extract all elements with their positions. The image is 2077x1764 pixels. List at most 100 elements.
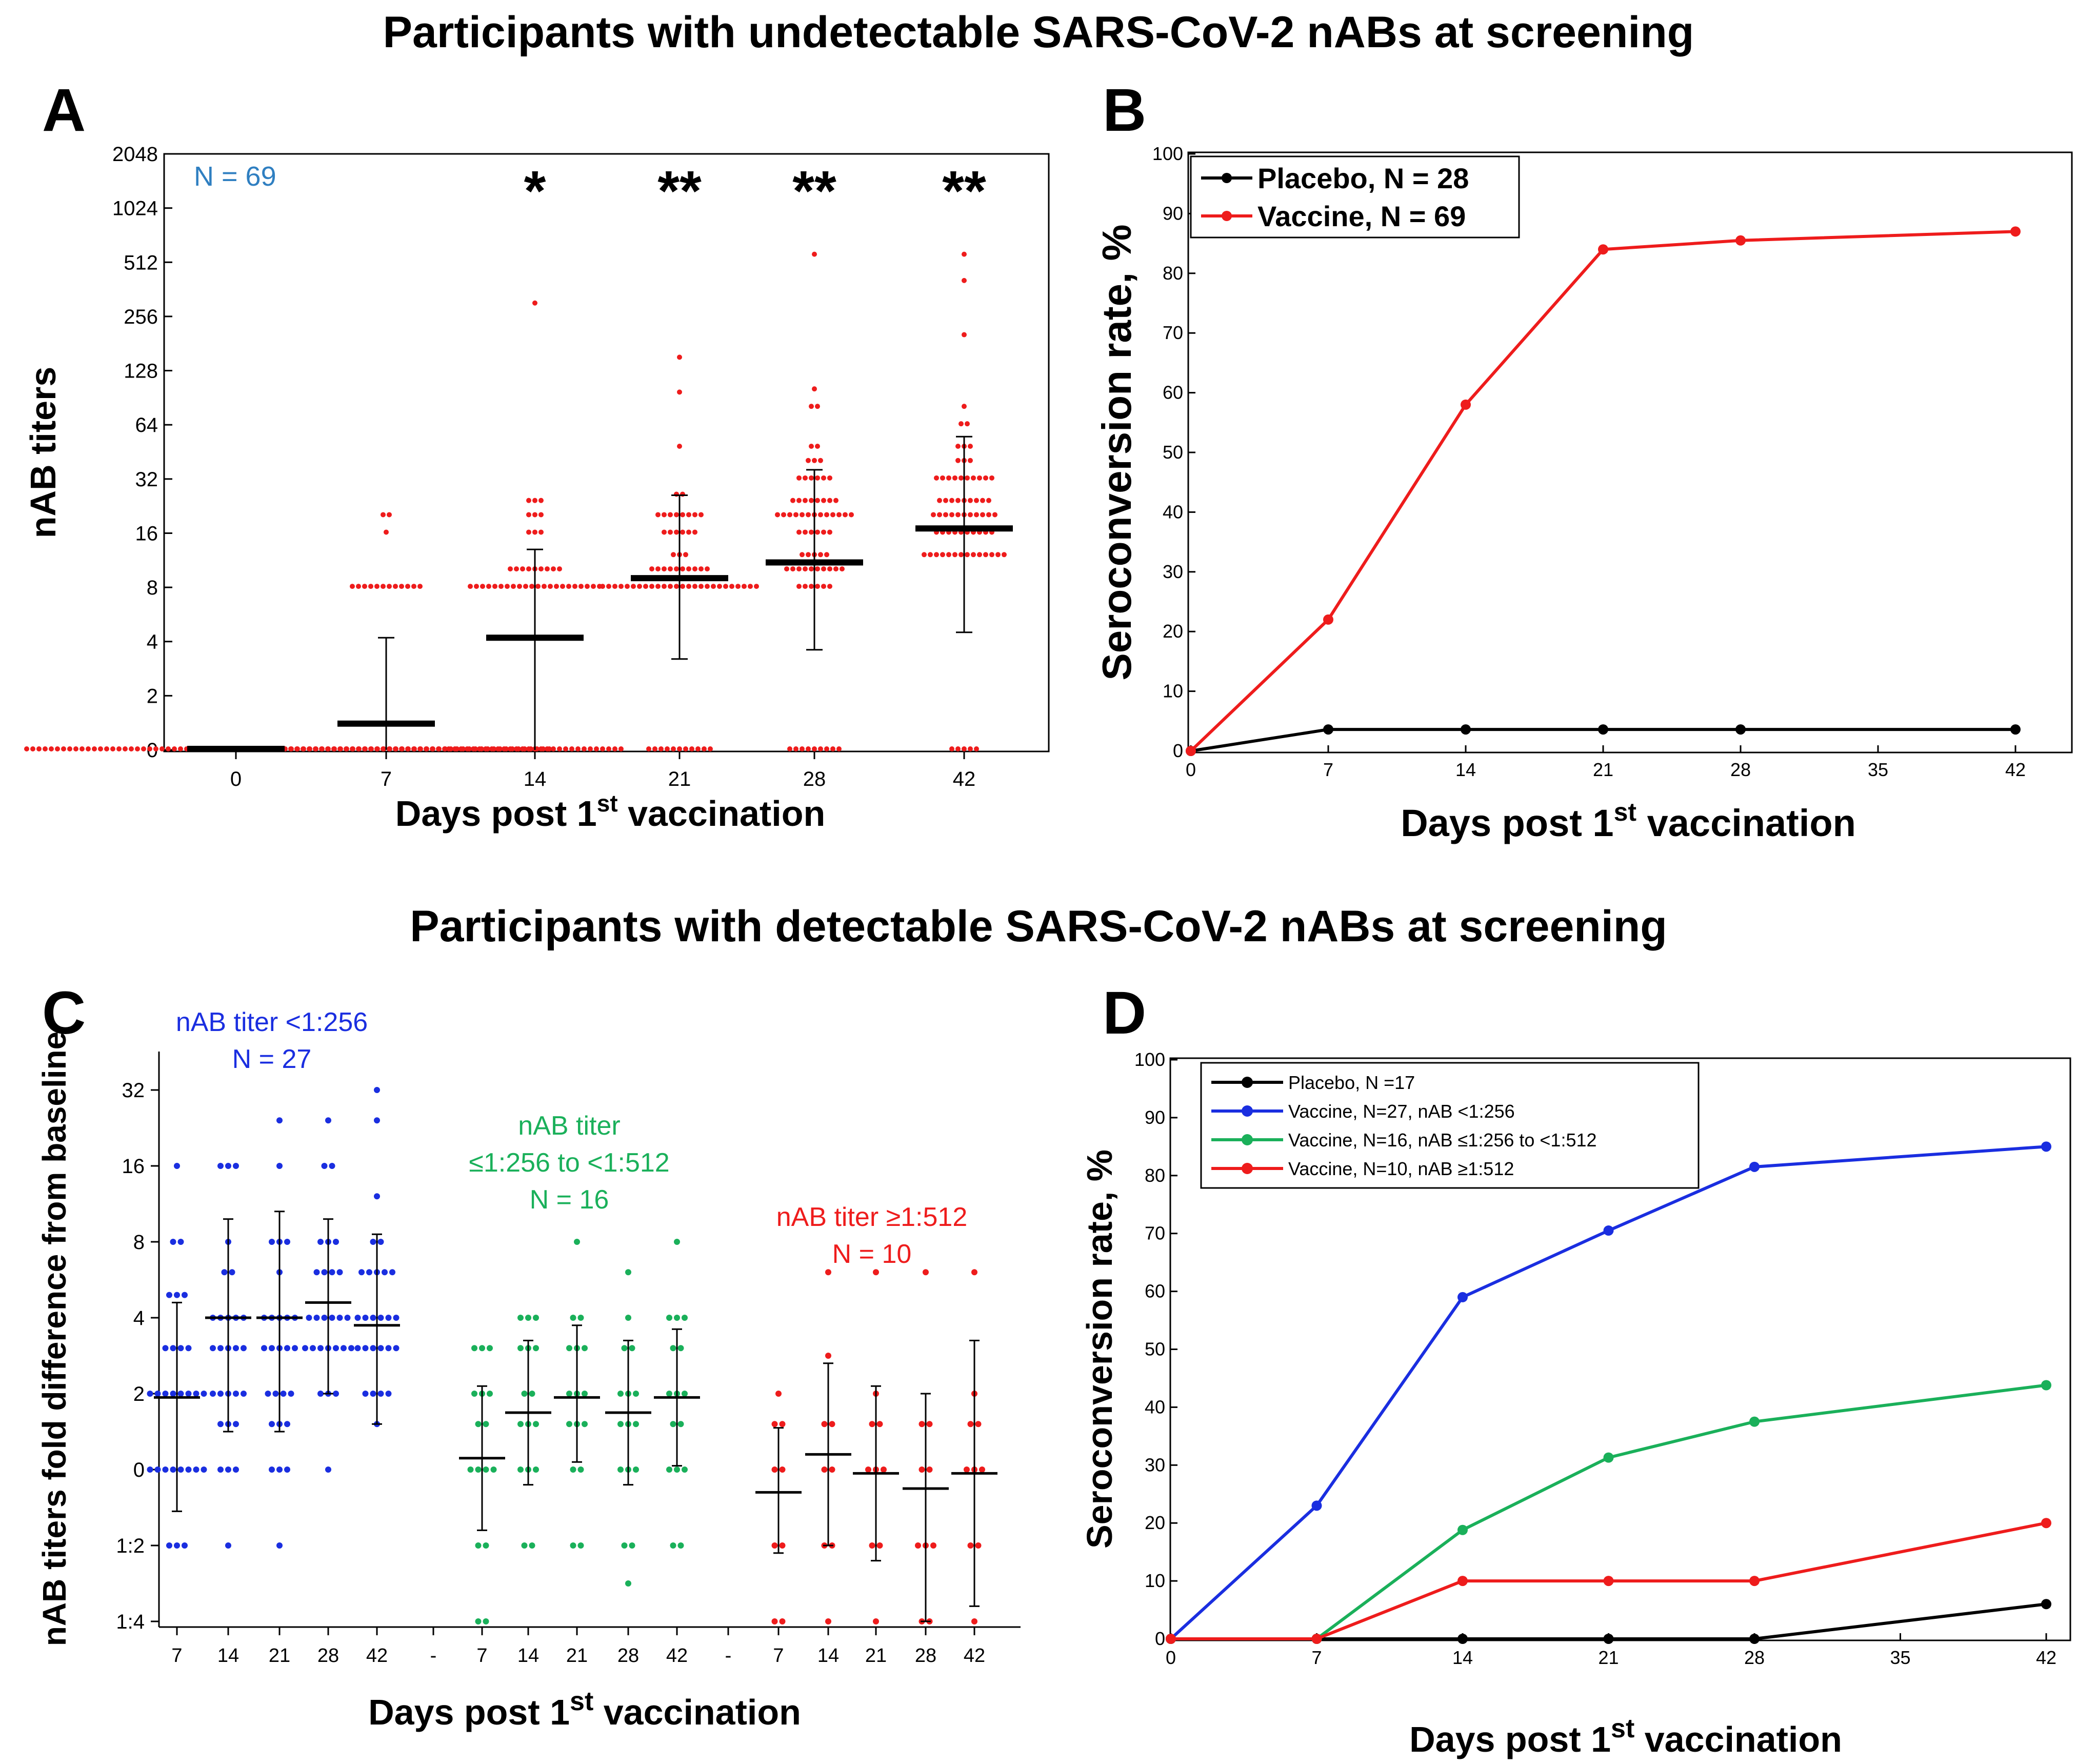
panel-a-data-point: [977, 552, 982, 558]
panel-c-data-point: [377, 1239, 384, 1245]
panel-c-data-point: [374, 1087, 380, 1093]
panel-a-data-point: [836, 512, 842, 518]
panel-c-data-point: [873, 1269, 879, 1276]
panel-b-x-tick-label: 7: [1323, 759, 1333, 780]
panel-b-series-marker: [1186, 746, 1196, 756]
panel-c-data-point: [170, 1466, 176, 1473]
panel-c-data-point: [362, 1391, 369, 1397]
panel-c-x-tick-label: 42: [366, 1645, 388, 1667]
panel-a-data-point: [800, 746, 805, 751]
panel-c-data-point: [201, 1466, 207, 1473]
panel-a-data-point: [458, 746, 464, 751]
panel-c-y-tick-label: 2: [133, 1383, 145, 1405]
panel-c-data-point: [825, 1618, 831, 1624]
panel-a: 0 2 4 8 16 32 64 128 256 512 1024 2048 0 7 14 21 28 42 *…: [23, 143, 1050, 834]
panel-b-y-tick-label: 20: [1163, 621, 1183, 642]
panel-c-data-point: [229, 1269, 235, 1276]
panel-a-data-point: [962, 746, 967, 751]
panel-d-series-marker: [1749, 1161, 1760, 1172]
panel-a-data-point: [658, 746, 664, 751]
panel-a-data-point: [702, 746, 707, 751]
panel-a-data-point: [538, 498, 544, 503]
panel-a-data-point: [934, 475, 939, 481]
panel-a-data-point: [655, 512, 661, 518]
panel-a-x-tick-label: 0: [230, 768, 242, 790]
panel-c-data-point: [677, 1345, 684, 1352]
panel-a-x-axis: 0 7 14 21 28 42: [230, 751, 975, 790]
panel-b-x-tick-label: 28: [1730, 759, 1751, 780]
panel-b-y-tick-label: 50: [1163, 442, 1183, 463]
panel-b-series-marker: [2010, 724, 2021, 735]
panel-a-data-point: [840, 566, 845, 572]
panel-c-y-tick-label: 4: [133, 1307, 145, 1330]
panel-c-data-point: [284, 1239, 290, 1245]
panel-c-data-point: [174, 1292, 180, 1298]
panel-a-y-tick-label: 128: [124, 360, 158, 383]
panel-c-data-point: [617, 1391, 624, 1397]
panel-c-data-point: [490, 1466, 497, 1473]
panel-a-data-point: [974, 498, 979, 503]
panel-c-data-point: [389, 1269, 395, 1276]
panel-a-data-point: [591, 584, 596, 589]
panel-d-y-label: Seroconversion rate, %: [1080, 1149, 1120, 1549]
panel-c-data-point: [385, 1315, 392, 1321]
panel-c-data-point: [682, 1315, 688, 1321]
panel-c-data-point: [284, 1466, 290, 1473]
panel-c-data-point: [873, 1618, 879, 1624]
panel-a-data-point: [796, 475, 802, 481]
panel-b-y-label: Seroconversion rate, %: [1094, 224, 1140, 680]
panel-a-data-point: [827, 584, 832, 589]
panel-a-data-point: [796, 584, 802, 589]
panel-c-data-point: [154, 1391, 161, 1397]
panel-a-data-point: [971, 475, 976, 481]
panel-d-x-tick-label: 0: [1166, 1647, 1176, 1668]
panel-c-data-point: [302, 1345, 308, 1352]
panel-a-data-point: [946, 475, 951, 481]
panel-c-data-point: [570, 1466, 576, 1473]
panel-c-data-point: [370, 1345, 376, 1352]
panel-a-data-point: [968, 498, 973, 503]
panel-a-data-point: [943, 512, 948, 518]
panel-a-data-point: [600, 746, 605, 751]
panel-a-x-tick-label: 14: [524, 768, 547, 790]
panel-a-data-point: [649, 584, 654, 589]
panel-a-data-point: [526, 512, 531, 518]
panel-a-data-point: [824, 512, 829, 518]
panel-c-x-axis: 7 14 21 28 42 - 7 14 21 28 42 - 7 14 21 28 42: [171, 1627, 985, 1667]
panel-c-data-point: [370, 1239, 376, 1245]
panel-a-data-point: [796, 529, 802, 535]
panel-c-data-point: [344, 1315, 351, 1321]
panel-c-data-point: [533, 1315, 539, 1321]
panel-a-data-point: [535, 584, 541, 589]
panel-c-data-point: [674, 1466, 680, 1473]
panel-c-data-point: [617, 1466, 624, 1473]
panel-b-y-tick-label: 100: [1152, 143, 1183, 164]
panel-a-data-point: [331, 746, 336, 751]
panel-a-data-point: [514, 566, 519, 572]
panel-a-data-point: [480, 584, 485, 589]
panel-d-series-marker: [1311, 1500, 1322, 1511]
panel-a-y-tick-label: 2: [147, 685, 158, 707]
panel-c-data-point: [825, 1353, 831, 1359]
panel-a-data-point: [135, 746, 140, 751]
panel-c-data-point: [825, 1269, 831, 1276]
panel-c-data-point: [566, 1345, 572, 1352]
panel-c-data-point: [233, 1345, 239, 1352]
panel-c-data-point: [621, 1345, 628, 1352]
panel-a-data-point: [43, 746, 48, 751]
panel-b-series-marker: [2010, 226, 2021, 237]
panel-c-data-point: [317, 1391, 324, 1397]
panel-a-y-tick-label: 8: [147, 577, 158, 599]
panel-a-data-point: [350, 584, 355, 589]
panel-c-data-point: [147, 1391, 153, 1397]
panel-c-data-point: [310, 1345, 316, 1352]
panel-c-data-point: [670, 1345, 676, 1352]
panel-a-data-point: [680, 566, 685, 572]
panel-a-data-point: [61, 746, 66, 751]
panel-a-y-tick-label: 32: [135, 468, 158, 491]
panel-d-series-marker: [2041, 1599, 2051, 1610]
panel-c-data-point: [336, 1269, 343, 1276]
panel-c-data-point: [174, 1163, 180, 1169]
panel-c-data-point: [170, 1239, 176, 1245]
panel-a-data-point: [631, 584, 636, 589]
